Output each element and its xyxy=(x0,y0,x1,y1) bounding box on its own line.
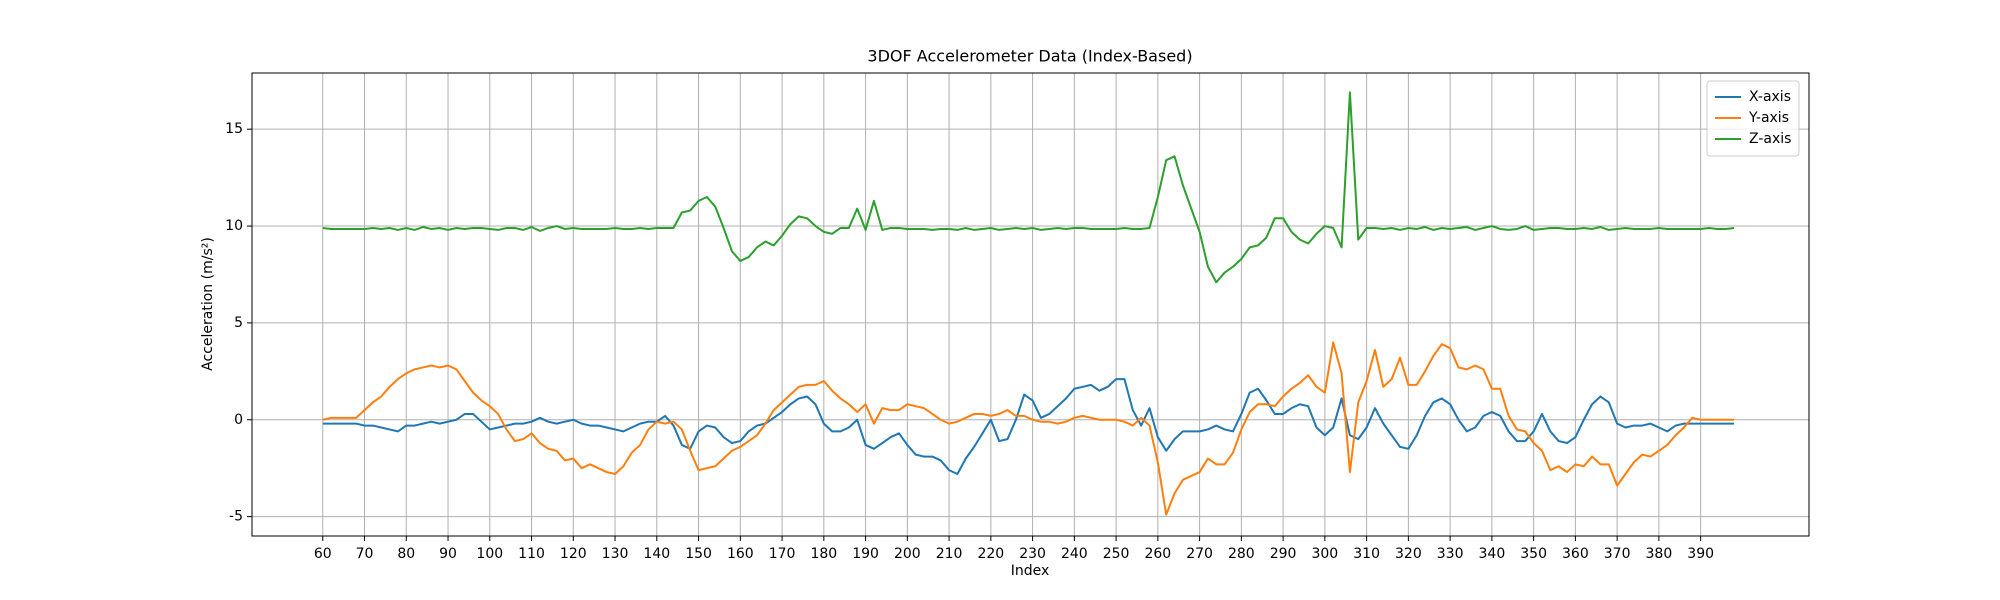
y-tick-label: 10 xyxy=(225,218,243,234)
x-tick-label: 230 xyxy=(1019,546,1046,562)
x-tick-label: 190 xyxy=(852,546,879,562)
x-tick-label: 100 xyxy=(476,546,503,562)
x-tick-label: 340 xyxy=(1479,546,1506,562)
x-tick-label: 270 xyxy=(1186,546,1213,562)
x-tick-label: 370 xyxy=(1604,546,1631,562)
x-tick-label: 240 xyxy=(1061,546,1088,562)
data-line xyxy=(322,341,1735,516)
y-tick-label: 15 xyxy=(225,121,243,137)
x-tick-label: 70 xyxy=(356,546,374,562)
y-axis-label: Acceleration (m/s²) xyxy=(200,237,216,371)
x-tick-label: 60 xyxy=(314,546,332,562)
x-tick-label: 360 xyxy=(1562,546,1589,562)
x-tick-label: 300 xyxy=(1311,546,1338,562)
x-tick-label: 160 xyxy=(727,546,754,562)
x-tick-label: 280 xyxy=(1228,546,1255,562)
legend-label: Z-axis xyxy=(1749,131,1791,147)
x-tick-label: 210 xyxy=(936,546,963,562)
x-tick-label: 130 xyxy=(602,546,629,562)
chart-title: 3DOF Accelerometer Data (Index-Based) xyxy=(867,47,1192,66)
x-tick-label: 350 xyxy=(1520,546,1547,562)
y-tick-label: 5 xyxy=(234,315,243,331)
x-tick-label: 250 xyxy=(1103,546,1130,562)
legend-label: X-axis xyxy=(1749,89,1791,105)
x-tick-label: 200 xyxy=(894,546,921,562)
y-tick-label: -5 xyxy=(229,509,243,525)
data-line xyxy=(322,378,1735,476)
x-tick-label: 310 xyxy=(1353,546,1380,562)
axes-frame xyxy=(251,72,1810,537)
x-tick-label: 330 xyxy=(1437,546,1464,562)
x-tick-label: 220 xyxy=(977,546,1004,562)
x-tick-label: 120 xyxy=(560,546,587,562)
legend-label: Y-axis xyxy=(1748,110,1789,126)
legend-box xyxy=(1706,80,1800,157)
x-tick-label: 170 xyxy=(769,546,796,562)
x-tick-label: 320 xyxy=(1395,546,1422,562)
data-line xyxy=(322,91,1735,284)
x-tick-label: 290 xyxy=(1270,546,1297,562)
y-tick-label: 0 xyxy=(234,412,243,428)
x-tick-label: 80 xyxy=(397,546,415,562)
x-tick-label: 180 xyxy=(810,546,837,562)
x-tick-label: 110 xyxy=(518,546,545,562)
x-tick-label: 380 xyxy=(1646,546,1673,562)
x-tick-label: 260 xyxy=(1144,546,1171,562)
x-axis-label: Index xyxy=(1011,563,1050,579)
x-tick-label: 390 xyxy=(1687,546,1714,562)
x-tick-label: 140 xyxy=(643,546,670,562)
x-tick-label: 90 xyxy=(439,546,457,562)
legend: X-axis Y-axis Z-axis xyxy=(1706,80,1800,157)
x-tick-label: 150 xyxy=(685,546,712,562)
